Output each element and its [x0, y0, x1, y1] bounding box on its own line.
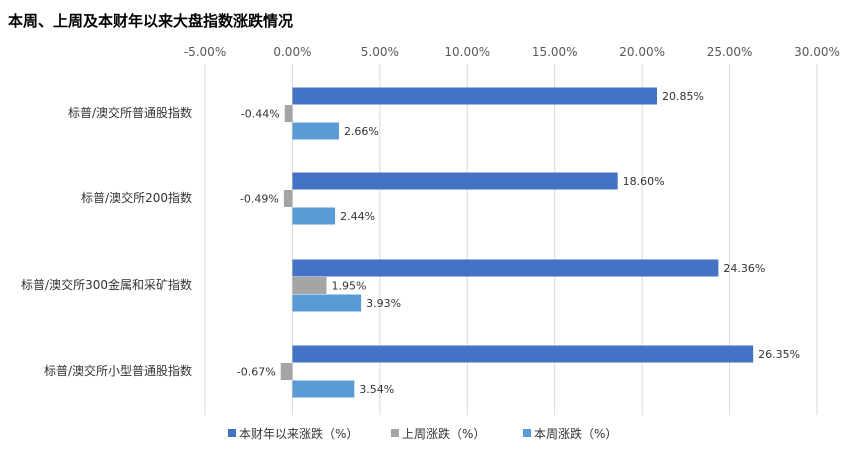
x-tick-label: 10.00%	[444, 45, 490, 59]
legend: 本财年以来涨跌（%） 上周涨跌（%） 本周涨跌（%）	[228, 426, 617, 441]
bar	[283, 190, 293, 207]
data-label: 18.60%	[623, 175, 665, 188]
category-label: 标普/澳交所300金属和采矿指数	[21, 277, 192, 292]
data-label: 2.44%	[340, 210, 375, 223]
bar	[292, 207, 336, 225]
data-label: -0.44%	[241, 108, 280, 121]
bar	[292, 122, 339, 140]
bar	[284, 105, 293, 122]
data-label: 20.85%	[662, 90, 704, 103]
x-tick-label: 5.00%	[361, 45, 399, 59]
x-tick-label: 15.00%	[532, 45, 578, 59]
data-label: 2.66%	[344, 125, 379, 138]
data-labels: 20.85% -0.44% 2.66% 18.60% -0.49% 2.44% 24.36%…	[237, 90, 800, 396]
bar	[292, 172, 618, 190]
data-label: 26.35%	[758, 348, 800, 361]
bar	[292, 380, 355, 398]
bar	[292, 87, 658, 105]
bar	[292, 345, 754, 363]
legend-label: 本财年以来涨跌（%）	[239, 426, 358, 441]
x-tick-label: 30.00%	[794, 45, 840, 59]
data-label: 3.93%	[366, 297, 401, 310]
category-label: 标普/澳交所小型普通股指数	[44, 363, 192, 378]
chart-title: 本周、上周及本财年以来大盘指数涨跌情况	[8, 12, 293, 30]
x-axis-ticks: -5.00% 0.00% 5.00% 10.00% 15.00% 20.00% 25.00%…	[184, 45, 840, 59]
x-tick-label: 25.00%	[707, 45, 753, 59]
category-labels: 标普/澳交所普通股指数标普/澳交所200指数标普/澳交所300金属和采矿指数标普…	[21, 105, 192, 378]
legend-label: 上周涨跌（%）	[402, 426, 485, 441]
bars	[280, 87, 754, 398]
data-label: 3.54%	[359, 383, 394, 396]
bar	[292, 294, 362, 312]
legend-swatch	[391, 429, 399, 437]
bar	[280, 363, 293, 380]
bar	[292, 259, 719, 277]
data-label: 24.36%	[723, 262, 765, 275]
legend-swatch	[228, 429, 236, 437]
bar	[292, 277, 327, 294]
category-label: 标普/澳交所普通股指数	[68, 105, 192, 120]
data-label: -0.67%	[237, 366, 276, 379]
x-tick-label: 0.00%	[273, 45, 311, 59]
data-label: 1.95%	[332, 280, 367, 293]
legend-swatch	[523, 429, 531, 437]
data-label: -0.49%	[240, 193, 279, 206]
x-tick-label: -5.00%	[184, 45, 226, 59]
category-label: 标普/澳交所200指数	[81, 190, 192, 205]
x-tick-label: 20.00%	[619, 45, 665, 59]
legend-label: 本周涨跌（%）	[534, 426, 617, 441]
